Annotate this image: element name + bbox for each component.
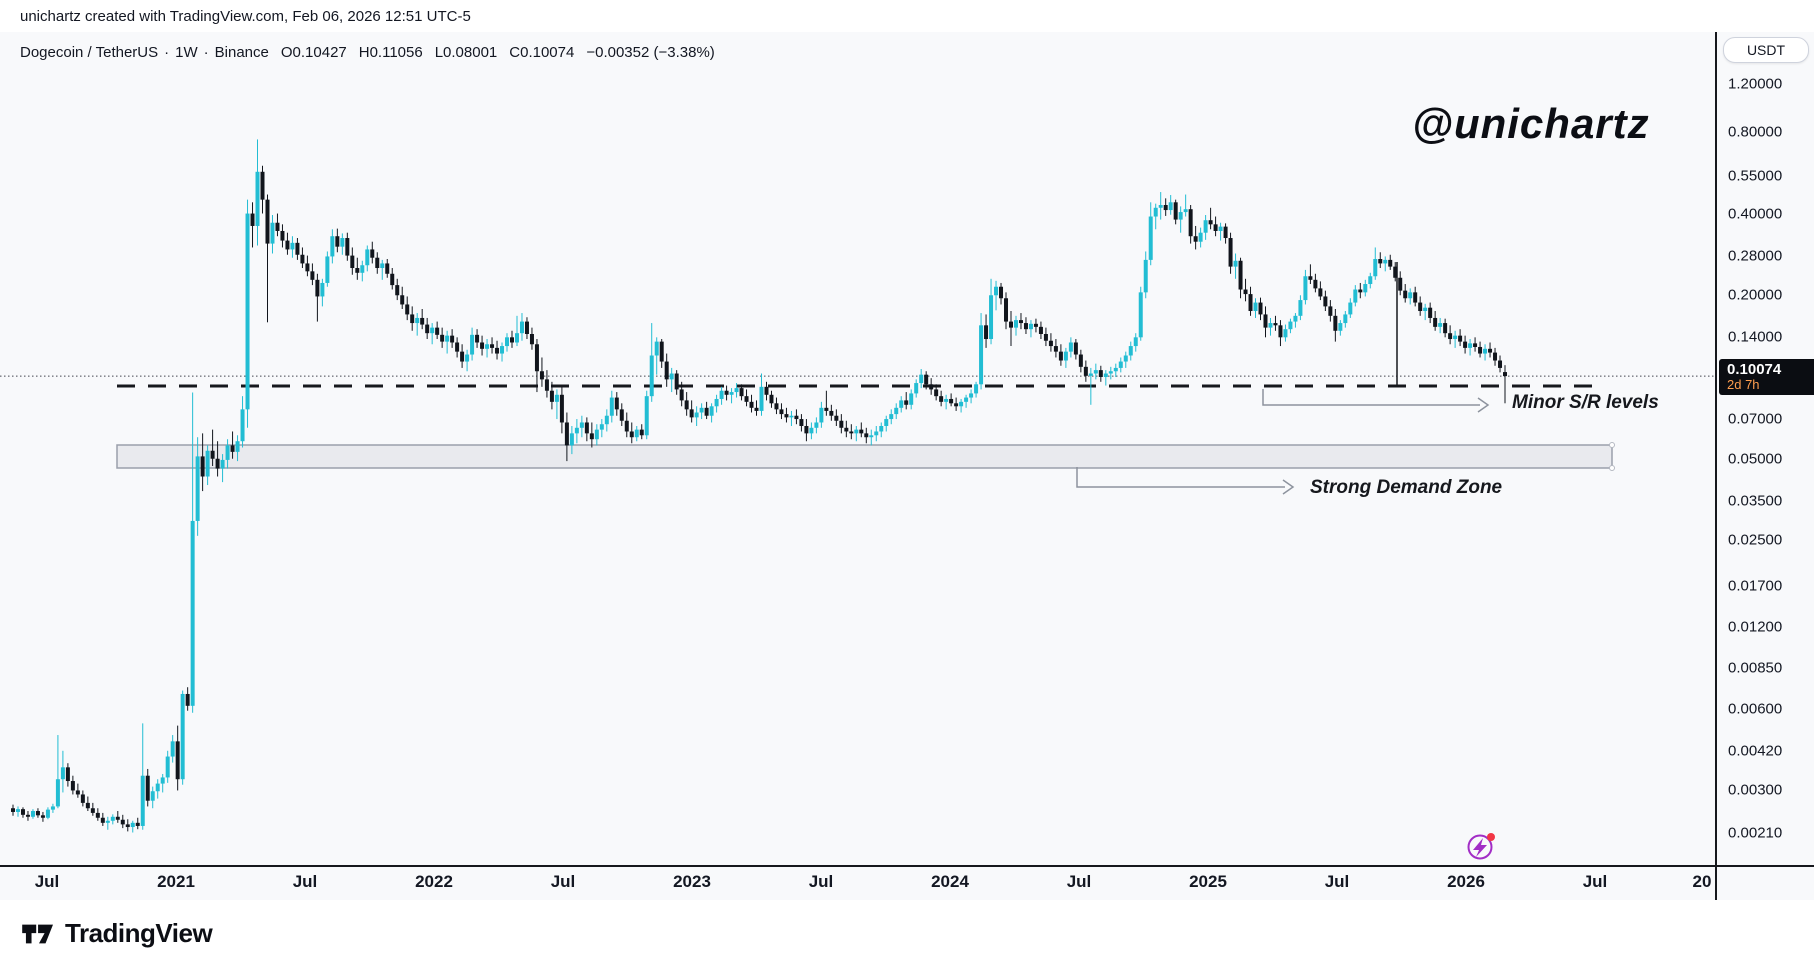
ohlc-h: H0.11056 (358, 44, 423, 61)
time-axis-border (0, 865, 1814, 867)
time-tick: 2025 (1189, 872, 1227, 891)
ohlc-c: C0.10074 (509, 44, 575, 61)
currency-toggle-button[interactable]: USDT (1723, 37, 1809, 63)
ohlc-o: O0.10427 (280, 44, 347, 61)
time-tick: 2024 (931, 872, 969, 891)
symbol-title[interactable]: Dogecoin / TetherUS (20, 44, 159, 61)
price-tick: 0.02500 (1728, 531, 1783, 549)
legend-separator-2: · (203, 44, 209, 61)
time-tick: Jul (1582, 872, 1608, 891)
chart-pane[interactable] (0, 32, 1814, 900)
watermark-handle: @unichartz (1412, 100, 1650, 147)
symbol-legend[interactable]: Dogecoin / TetherUS · 1W · Binance O0.10427 H0… (20, 44, 715, 61)
price-tick: 0.00850 (1728, 659, 1783, 677)
time-tick: 2022 (415, 872, 453, 891)
exchange-label: Binance (214, 44, 269, 61)
price-tick: 0.03500 (1728, 492, 1783, 510)
time-tick: 2023 (673, 872, 711, 891)
time-tick: Jul (808, 872, 834, 891)
time-tick: Jul (292, 872, 318, 891)
export-info-text: unichartz created with TradingView.com, … (20, 8, 471, 25)
price-tick: 0.05000 (1728, 450, 1783, 468)
price-tick: 0.40000 (1728, 205, 1783, 223)
last-price-value: 0.10074 (1727, 361, 1782, 378)
price-tick: 0.14000 (1728, 328, 1783, 346)
demand-zone-label[interactable]: Strong Demand Zone (1310, 477, 1503, 498)
ohlc-l: L0.08001 (434, 44, 498, 61)
price-tick: 0.28000 (1728, 247, 1783, 265)
interval-label[interactable]: 1W (175, 44, 198, 61)
time-tick: 20 (1692, 872, 1712, 891)
bar-countdown: 2d 7h (1727, 377, 1760, 392)
price-tick: 0.07000 (1728, 410, 1783, 428)
last-price-badge: 0.10074 2d 7h (1719, 359, 1814, 395)
minor-sr-label[interactable]: Minor S/R levels (1512, 392, 1659, 413)
price-tick: 0.01700 (1728, 577, 1783, 595)
time-tick: Jul (34, 872, 60, 891)
price-tick: 0.20000 (1728, 286, 1783, 304)
price-axis-border (1715, 32, 1717, 900)
price-tick: 0.55000 (1728, 167, 1783, 185)
price-tick: 0.00210 (1728, 824, 1783, 841)
time-tick: Jul (1324, 872, 1350, 891)
tradingview-logo[interactable]: TradingView (22, 918, 213, 949)
time-tick: 2026 (1447, 872, 1485, 891)
price-tick: 0.01200 (1728, 618, 1783, 636)
time-tick: 2021 (157, 872, 195, 891)
price-tick: 0.00420 (1728, 742, 1783, 760)
price-tick: 0.80000 (1728, 123, 1783, 141)
ohlc-values: O0.10427 H0.11056 L0.08001 C0.10074 (269, 44, 574, 61)
time-tick: Jul (1066, 872, 1092, 891)
price-tick: 1.20000 (1728, 75, 1783, 93)
time-tick: Jul (550, 872, 576, 891)
footer: TradingView (0, 900, 1814, 975)
tradingview-logomark (22, 924, 53, 943)
export-info-bar: unichartz created with TradingView.com, … (0, 0, 1814, 32)
legend-separator-1: · (164, 44, 170, 61)
tradingview-wordmark: TradingView (65, 918, 213, 948)
price-tick: 0.00600 (1728, 700, 1783, 718)
change-value: −0.00352 (−3.38%) (586, 44, 715, 61)
price-tick: 0.00300 (1728, 781, 1783, 799)
